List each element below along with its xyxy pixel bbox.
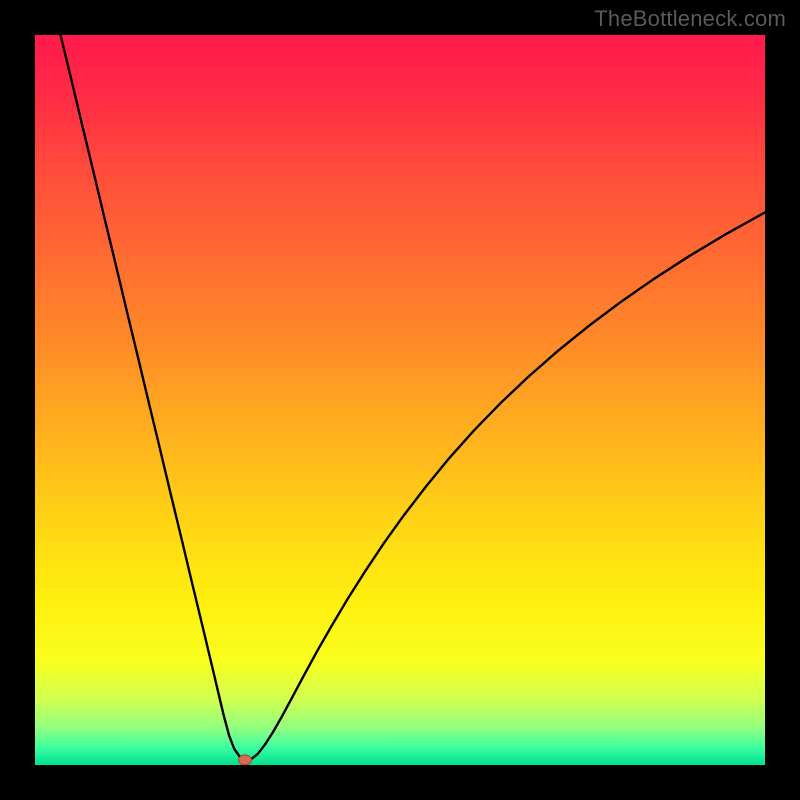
- minimum-marker: [238, 754, 252, 765]
- chart-frame: TheBottleneck.com: [0, 0, 800, 800]
- watermark-text: TheBottleneck.com: [594, 6, 786, 32]
- gradient-background: [35, 35, 765, 765]
- plot-area: [35, 35, 765, 765]
